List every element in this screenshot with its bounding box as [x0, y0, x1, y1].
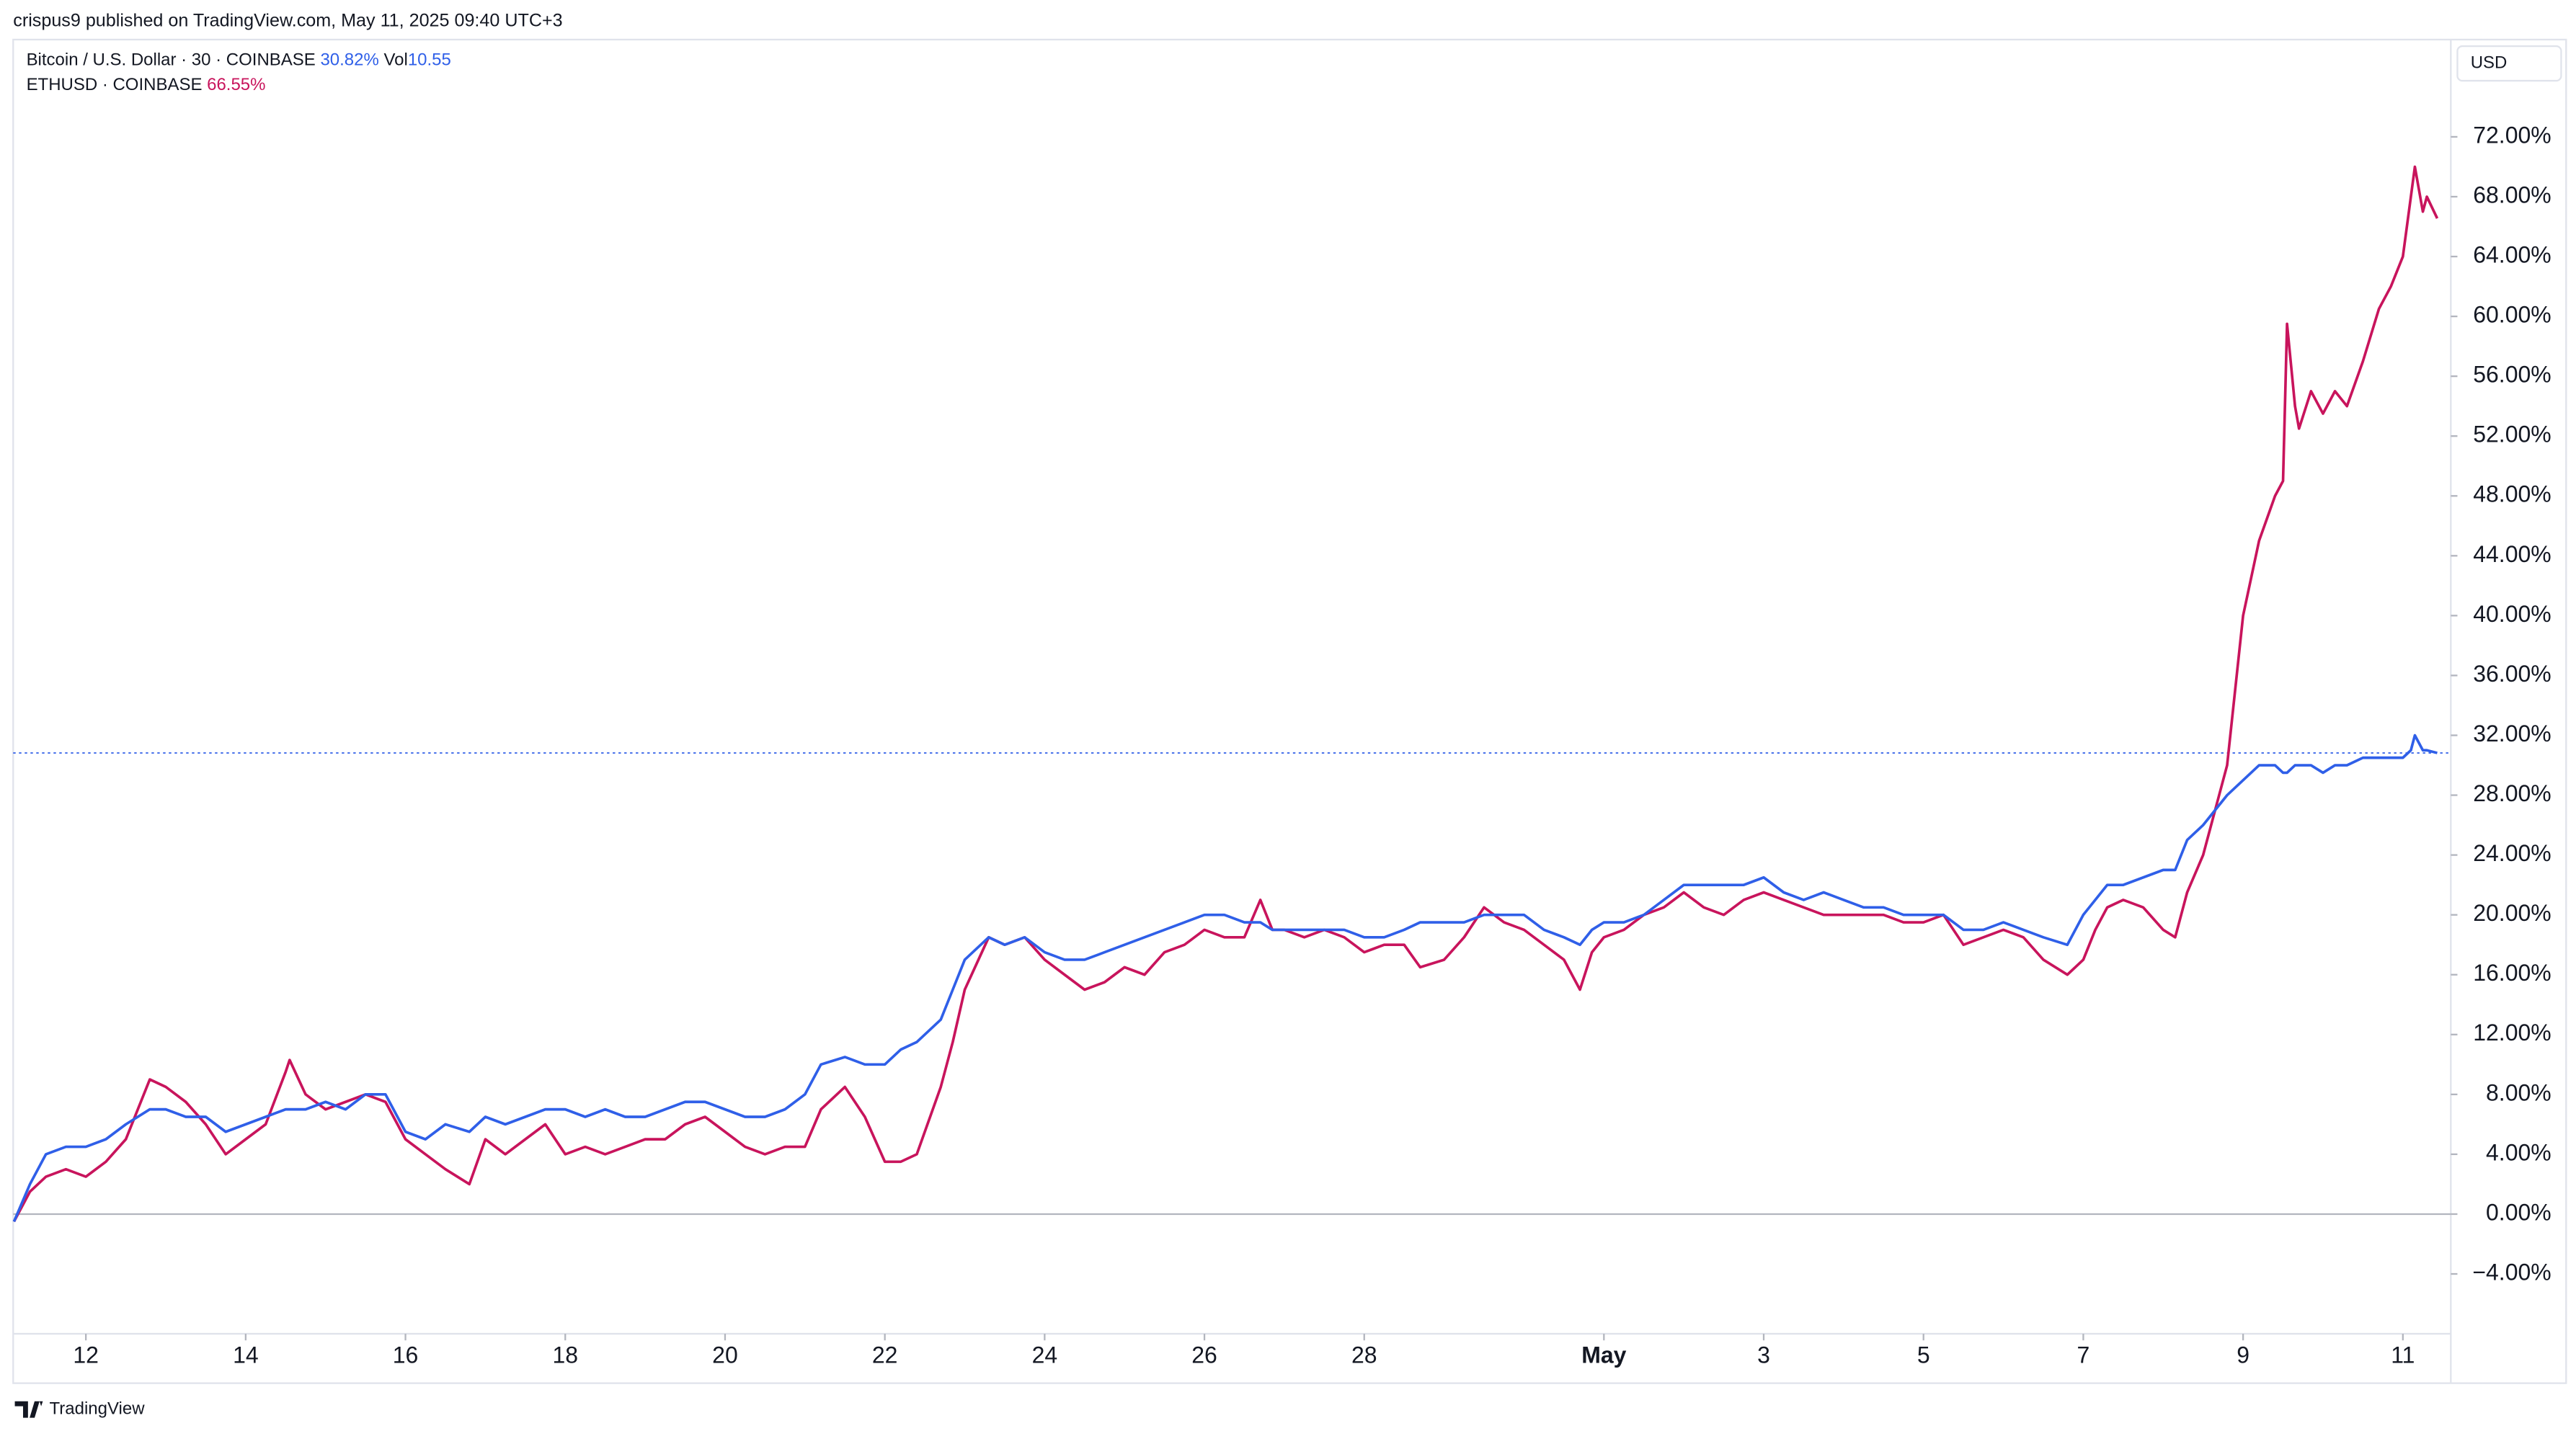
legend-value: 30.82% [320, 50, 378, 70]
y-tick-label: 16.00% [2473, 960, 2551, 986]
volume-label: Vol [383, 50, 407, 70]
volume-value: 10.55 [408, 50, 451, 70]
x-tick-label: 9 [2237, 1342, 2249, 1368]
x-tick-label: 18 [552, 1342, 578, 1368]
brand-logo [14, 1401, 43, 1418]
legend: Bitcoin / U.S. Dollar · 30 · COINBASE 30… [27, 50, 451, 94]
y-tick-label: 44.00% [2473, 541, 2551, 567]
legend-name: Bitcoin / U.S. Dollar · 30 · COINBASE [27, 50, 316, 70]
y-tick-label: 0.00% [2486, 1199, 2551, 1225]
x-tick-label: 22 [872, 1342, 898, 1368]
x-tick-label: 24 [1032, 1342, 1058, 1368]
x-tick-label: 11 [2391, 1342, 2415, 1368]
header-title: crispus9 published on TradingView.com, M… [13, 10, 562, 30]
legend-name: ETHUSD · COINBASE [27, 75, 203, 94]
y-tick-label: 36.00% [2473, 661, 2551, 687]
y-tick-label: 60.00% [2473, 302, 2551, 328]
x-tick-label: 28 [1351, 1342, 1377, 1368]
brand-name: TradingView [50, 1399, 146, 1419]
legend-value: 66.55% [207, 75, 265, 94]
brand: TradingView [14, 1399, 146, 1419]
currency-box[interactable] [2456, 45, 2562, 82]
y-tick-label: 52.00% [2473, 422, 2551, 447]
y-tick-label: 28.00% [2473, 780, 2551, 806]
y-tick-label: 20.00% [2473, 900, 2551, 926]
x-tick-label: 3 [1757, 1342, 1770, 1368]
x-tick-label: May [1581, 1342, 1626, 1368]
y-tick-label: 8.00% [2486, 1079, 2551, 1105]
y-tick-label: 24.00% [2473, 840, 2551, 866]
y-tick-label: 72.00% [2473, 122, 2551, 148]
y-tick-label: 64.00% [2473, 241, 2551, 267]
y-tick-label: 32.00% [2473, 721, 2551, 746]
legend-entry: ETHUSD · COINBASE 66.55% [27, 75, 266, 94]
y-tick-label: 40.00% [2473, 601, 2551, 627]
x-tick-label: 20 [712, 1342, 738, 1368]
chart-frame [12, 38, 2567, 1384]
y-tick-label: 4.00% [2486, 1139, 2551, 1165]
y-tick-label: 12.00% [2473, 1020, 2551, 1046]
x-tick-label: 5 [1917, 1342, 1930, 1368]
series-line [12, 734, 2438, 1223]
x-tick-label: 16 [393, 1342, 419, 1368]
legend-entry: Bitcoin / U.S. Dollar · 30 · COINBASE 30… [27, 50, 451, 70]
y-tick-label: −4.00% [2472, 1259, 2551, 1285]
x-tick-label: 14 [233, 1342, 259, 1368]
x-tick-label: 12 [73, 1342, 99, 1368]
y-tick-label: 56.00% [2473, 362, 2551, 388]
plot: −4.00% 0.00% 4.00% 8.00% 12.00% 16.00% 20.00% 2… [12, 122, 2551, 1368]
x-tick-label: 7 [2077, 1342, 2090, 1368]
x-tick-label: 26 [1191, 1342, 1217, 1368]
series-line [12, 165, 2439, 1223]
y-tick-label: 48.00% [2473, 481, 2551, 507]
y-tick-label: 68.00% [2473, 182, 2551, 208]
currency-label: USD [2471, 53, 2508, 72]
